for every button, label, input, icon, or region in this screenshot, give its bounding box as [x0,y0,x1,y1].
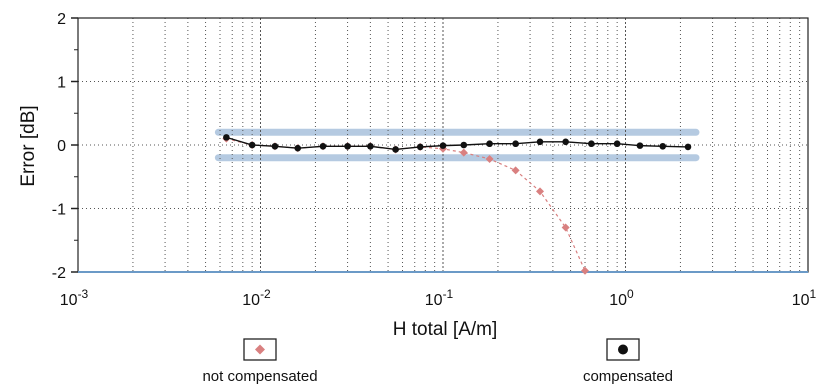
tolerance-band [214,128,700,162]
compensated-point [439,142,447,149]
y-tick-label: 2 [57,11,66,28]
compensated-point [319,142,327,150]
x-axis-label: H total [A/m] [393,319,498,340]
compensated-point [562,138,569,146]
not-compensated-point [581,266,590,275]
compensated-point [392,146,399,153]
not-compensated-point [561,223,570,232]
compensated-line [226,136,689,151]
x-tick-label: 10-2 [242,287,271,309]
y-tick-label: 0 [57,138,66,155]
compensated-point [344,142,351,150]
x-tick-labels: 10-3 10-2 10-1 100 101 [60,287,817,309]
legend-marker-diamond [255,344,265,355]
legend-label: not compensated [202,368,317,385]
compensated-point [659,142,667,150]
compensated-point [536,138,544,146]
not-compensated-point [459,148,468,157]
not-compensated-point [535,187,544,196]
legend-item-compensated: compensated [583,338,673,385]
compensated-point [248,141,256,149]
compensated-point [486,140,493,148]
legend-label: compensated [583,368,673,385]
compensated-point [271,142,279,150]
y-tick-label: 1 [57,75,66,92]
y-tick-label: -2 [52,265,66,282]
compensated-point [613,140,621,148]
compensated-point [294,144,302,152]
compensated-point [588,140,595,148]
compensated-point [223,134,230,141]
compensated-point [684,143,692,151]
x-tick-label: 10-3 [60,287,89,309]
y-axis-label: Error [dB] [18,105,39,186]
legend: not compensated compensated [202,338,673,385]
compensated-point [512,140,519,148]
data-series [222,134,692,275]
x-tick-label: 100 [609,287,634,309]
not-compensated-point [485,154,494,163]
compensated-point [460,141,468,149]
compensated-point [416,143,424,151]
axes [71,17,809,273]
not-compensated-point [511,166,520,175]
y-tick-label: -1 [52,202,66,219]
compensated-point [636,142,644,149]
x-tick-label: 10-1 [425,287,454,309]
y-tick-labels: 2 1 0 -1 -2 [52,11,66,282]
compensated-point [367,142,374,150]
legend-item-not-compensated: not compensated [202,338,318,385]
x-tick-label: 101 [792,287,817,309]
legend-marker-circle [618,344,628,355]
